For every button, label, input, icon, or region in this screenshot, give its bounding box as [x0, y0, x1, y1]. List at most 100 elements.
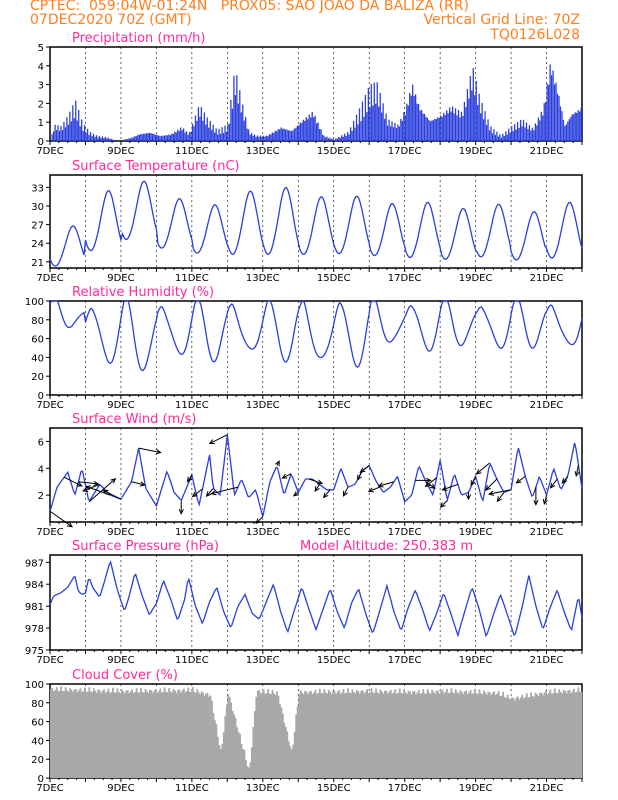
cloud-bar [282, 713, 284, 778]
cloud-bar [456, 692, 459, 778]
cloud-bar [209, 695, 212, 778]
cloud-bar [466, 694, 469, 778]
cloud-bar [324, 692, 327, 778]
cloud-bar [106, 691, 108, 778]
precip-bar [129, 138, 132, 141]
wind-vector-arrow [138, 447, 162, 455]
wind-vector-arrow [487, 489, 512, 496]
cloud-bar [197, 692, 200, 778]
cloud-bar [276, 691, 278, 778]
precip-bar [407, 105, 409, 141]
cloud-bar [454, 689, 457, 778]
cloud-bar [426, 689, 429, 778]
precip-bar [398, 126, 401, 141]
cloud-bar [561, 693, 564, 778]
precip-bar [562, 119, 565, 141]
x-tick-label: 11DEC [175, 273, 209, 284]
cloud-bar [488, 692, 491, 778]
x-tick-label: 21DEC [530, 400, 564, 411]
y-tick-label: 40 [31, 736, 44, 747]
cloud-bar [115, 692, 117, 778]
wind-vector-arrow [102, 489, 122, 500]
cloud-bar [256, 690, 259, 778]
precip-bar [168, 134, 170, 141]
header-grid-line: Vertical Grid Line: 70Z [423, 12, 580, 28]
precip-bar [329, 137, 331, 141]
precip-bar [443, 112, 445, 141]
cloud-bar [542, 695, 544, 778]
cloud-bar [233, 714, 236, 778]
cloud-bar [199, 694, 202, 778]
cloud-bar [252, 727, 255, 778]
precip-bar [435, 119, 437, 141]
precip-bar [137, 134, 139, 141]
precip-bar [477, 104, 479, 141]
precip-bar [177, 129, 179, 141]
cloud-bar [404, 692, 407, 778]
cloud-bar [239, 733, 241, 778]
precip-bar [150, 133, 152, 141]
precip-bar [348, 134, 350, 141]
cloud-bar [236, 727, 238, 778]
wind-vector-arrow [178, 500, 184, 515]
cloud-bar [416, 692, 419, 778]
cloud-bar [305, 691, 308, 778]
cloud-bar [190, 691, 193, 778]
cloud-bar [349, 693, 352, 778]
precip-bar [298, 125, 300, 141]
precip-bar [546, 83, 548, 141]
cloud-bar [206, 692, 209, 778]
precip-bar [434, 118, 436, 141]
cloud-bar [336, 691, 339, 778]
precip-bar [311, 111, 313, 141]
x-tick-label: 9DEC [107, 527, 134, 538]
cloud-bar [215, 724, 218, 778]
precip-bar [326, 136, 328, 141]
precip-bar [321, 134, 324, 141]
precip-bar [403, 112, 405, 141]
cloud-bar [203, 695, 206, 778]
cloud-bar [250, 747, 253, 778]
precip-bar [69, 111, 71, 141]
precip-bar [83, 124, 86, 141]
precip-bar [218, 128, 220, 141]
cloud-bar [360, 690, 363, 778]
precip-bar [98, 135, 101, 141]
cloud-bar [245, 759, 247, 778]
y-tick-label: 4 [38, 464, 44, 475]
precip-bar [123, 139, 126, 141]
precip-bar [559, 106, 562, 141]
cloud-bar [100, 692, 103, 778]
precip-bar [292, 130, 294, 141]
precip-bar [190, 131, 192, 141]
cloud-bar [468, 692, 470, 778]
precip-bar [242, 104, 244, 141]
precip-bar [373, 82, 375, 141]
precip-bar [383, 118, 386, 141]
cloud-bar [333, 690, 336, 778]
cloud-bar [339, 693, 342, 778]
cloud-bar [463, 691, 466, 778]
cloud-bar [149, 689, 151, 778]
precip-bar [100, 137, 102, 141]
precip-bar [76, 120, 78, 141]
cloud-bar [253, 711, 256, 778]
precip-bar [372, 105, 374, 141]
y-tick-label: 30 [31, 202, 44, 213]
cloud-bar [546, 694, 549, 778]
cloud-bar [415, 694, 417, 778]
cloud-bar [347, 688, 349, 778]
precip-bar [51, 134, 53, 141]
cloud-bar [163, 687, 166, 778]
precip-bar [347, 132, 349, 141]
precip-bar [103, 138, 105, 141]
precip-bar [397, 124, 399, 141]
cloud-bar [107, 688, 110, 778]
cloud-bar [376, 692, 379, 778]
cloud-bar [577, 687, 580, 778]
precip-bar [255, 136, 257, 141]
cloud-bar [82, 691, 85, 778]
cloud-bar [86, 691, 89, 778]
precip-bar [485, 124, 488, 141]
precip-bar [344, 133, 346, 141]
